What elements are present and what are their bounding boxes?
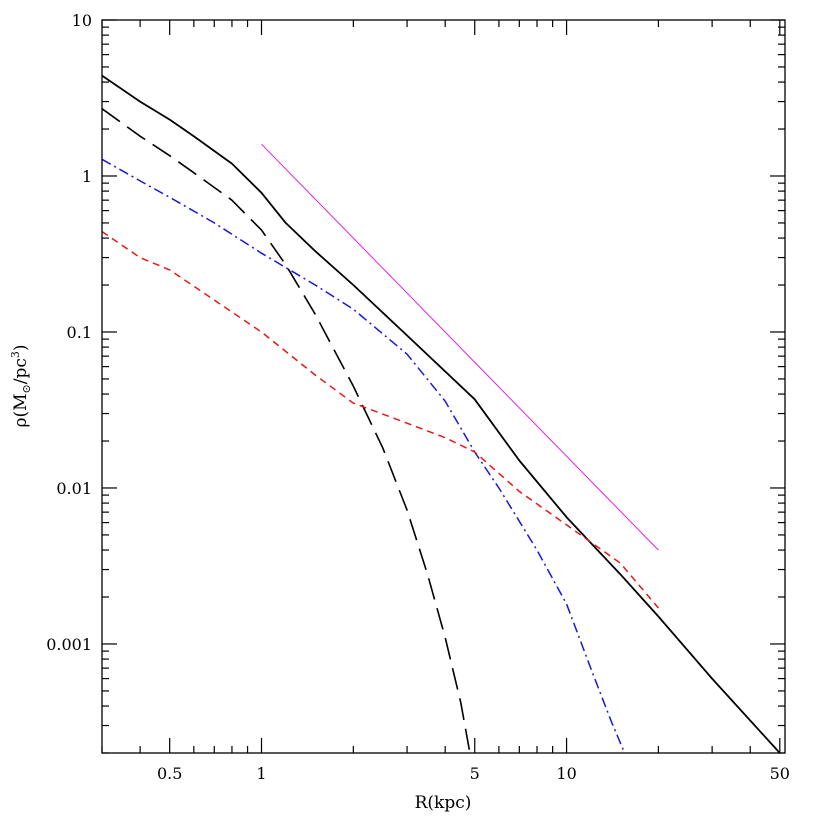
y-tick-label: 10	[72, 11, 92, 30]
x-axis-label: R(kpc)	[415, 793, 472, 813]
x-tick-label: 1	[256, 764, 266, 783]
y-tick-label: 1	[82, 167, 92, 186]
series-line-1	[101, 74, 781, 754]
y-tick-label: 0.01	[56, 479, 92, 498]
y-tick-label: 0.1	[67, 323, 92, 342]
x-tick-label: 50	[770, 764, 790, 783]
plot-frame	[101, 19, 786, 754]
y-axis-label-mid: /pc	[11, 358, 31, 384]
tick-label-layer: 0.5 1 5 10 50 10 1 0.1 0.01 0.001	[46, 11, 790, 783]
x-tick-label: 0.5	[157, 764, 182, 783]
y-axis-label: ρ(M⊙/pc3)	[9, 344, 33, 427]
series-line-5	[261, 143, 659, 551]
series-layer	[101, 74, 781, 754]
y-axis-label-sup: 3	[9, 351, 22, 358]
y-axis-label-suffix: )	[11, 344, 31, 351]
y-tick-label: 0.001	[46, 635, 92, 654]
y-axis-label-sub: ⊙	[20, 384, 33, 393]
series-line-3	[101, 158, 626, 754]
y-axis-label-prefix: ρ(M	[11, 393, 31, 427]
series-line-4	[101, 230, 659, 609]
x-tick-label: 10	[556, 764, 576, 783]
series-line-2	[101, 108, 471, 750]
x-tick-label: 5	[470, 764, 480, 783]
tick-layer	[101, 19, 785, 754]
